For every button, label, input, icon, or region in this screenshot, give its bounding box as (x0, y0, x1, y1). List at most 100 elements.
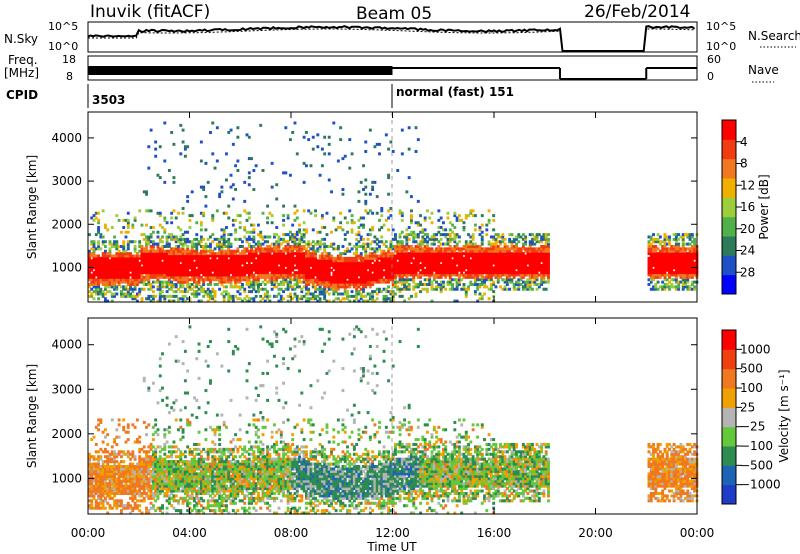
heatmap-cell (521, 247, 525, 251)
heatmap-cell (259, 268, 263, 272)
heatmap-cell (444, 275, 448, 279)
heatmap-cell (229, 254, 233, 258)
heatmap-cell (414, 261, 418, 265)
heatmap-cell (156, 259, 160, 263)
heatmap-cell (455, 273, 459, 277)
heatmap-cell (288, 235, 292, 239)
heatmap-cell (684, 264, 687, 267)
heatmap-cell (357, 261, 361, 265)
heatmap-cell (282, 268, 286, 272)
heatmap-cell (471, 245, 475, 248)
heatmap-cell (170, 273, 174, 277)
heatmap-cell (270, 221, 274, 225)
heatmap-cell (451, 259, 454, 263)
heatmap-cell (279, 237, 283, 241)
heatmap-cell (131, 280, 135, 284)
heatmap-cell (531, 242, 534, 246)
heatmap-cell (293, 211, 297, 215)
heatmap-cell (156, 230, 160, 234)
heatmap-cell (366, 280, 370, 284)
heatmap-cell (341, 271, 345, 275)
heatmap-cell (366, 254, 370, 258)
heatmap-cell (416, 221, 420, 225)
heatmap-cell (371, 226, 375, 229)
heatmap-cell (170, 254, 174, 258)
heatmap-cell (665, 235, 669, 239)
heatmap-cell (348, 285, 352, 289)
heatmap-cell (266, 204, 270, 208)
heatmap-cell (686, 278, 690, 282)
heatmap-cell (197, 268, 201, 272)
heatmap-cell (119, 271, 123, 275)
heatmap-cell (366, 211, 370, 215)
heatmap-cell (195, 245, 199, 248)
heatmap-cell (686, 266, 690, 270)
heatmap-cell (243, 199, 247, 203)
heatmap-cell (348, 249, 352, 253)
heatmap-cell (270, 161, 274, 165)
heatmap-cell (332, 275, 336, 279)
heatmap-cell (300, 237, 304, 241)
heatmap-cell (90, 283, 94, 286)
heatmap-cell (414, 252, 418, 256)
heatmap-cell (99, 287, 103, 291)
heatmap-cell (371, 228, 375, 232)
heatmap-cell (670, 273, 674, 277)
heatmap-cell (158, 266, 162, 270)
heatmap-cell (656, 256, 660, 260)
heatmap-cell (430, 299, 434, 303)
heatmap-cell (247, 283, 251, 286)
heatmap-cell (145, 273, 148, 277)
heatmap-cell (368, 294, 372, 298)
heatmap-cell (471, 247, 475, 251)
heatmap-cell (359, 268, 363, 272)
heatmap-cell (330, 261, 333, 265)
heatmap-cell (133, 294, 137, 298)
heatmap-cell (441, 233, 445, 237)
heatmap-cell (320, 164, 324, 168)
heatmap-cell (455, 299, 459, 303)
heatmap-cell (400, 230, 404, 234)
heatmap-cell (133, 249, 137, 253)
heatmap-cell (254, 271, 258, 275)
heatmap-cell (670, 254, 674, 258)
heatmap-cell (179, 278, 183, 282)
heatmap-cell (389, 299, 393, 303)
heatmap-cell (266, 290, 270, 294)
heatmap-cell (124, 256, 128, 260)
heatmap-cell (284, 287, 288, 291)
heatmap-cell (101, 477, 105, 481)
heatmap-cell (503, 278, 507, 282)
heatmap-cell (227, 247, 231, 251)
heatmap-cell (147, 264, 151, 267)
heatmap-cell (658, 285, 662, 289)
heatmap-cell (403, 268, 407, 272)
heatmap-cell (161, 235, 164, 239)
nave-tick-bottom: 0 (707, 70, 714, 83)
heatmap-cell (368, 192, 372, 196)
heatmap-cell (492, 252, 496, 256)
heatmap-cell (279, 261, 283, 265)
heatmap-cell (512, 249, 516, 253)
heatmap-cell (195, 252, 199, 256)
heatmap-cell (101, 273, 105, 277)
heatmap-cell (451, 283, 454, 286)
heatmap-cell (140, 266, 144, 270)
heatmap-cell (190, 273, 194, 277)
heatmap-cell (320, 147, 324, 151)
heatmap-cell (138, 268, 142, 272)
heatmap-cell (380, 280, 384, 284)
heatmap-cell (195, 268, 199, 272)
heatmap-cell (225, 264, 228, 267)
heatmap-cell (282, 261, 286, 265)
heatmap-cell (665, 261, 669, 265)
heatmap-cell (188, 287, 192, 291)
heatmap-cell (270, 254, 274, 258)
heatmap-cell (371, 294, 375, 298)
heatmap-cell (243, 264, 247, 267)
heatmap-cell (540, 235, 544, 239)
heatmap-cell (343, 154, 347, 158)
heatmap-cell (254, 264, 258, 267)
heatmap-cell (234, 261, 238, 265)
heatmap-cell (526, 271, 530, 275)
